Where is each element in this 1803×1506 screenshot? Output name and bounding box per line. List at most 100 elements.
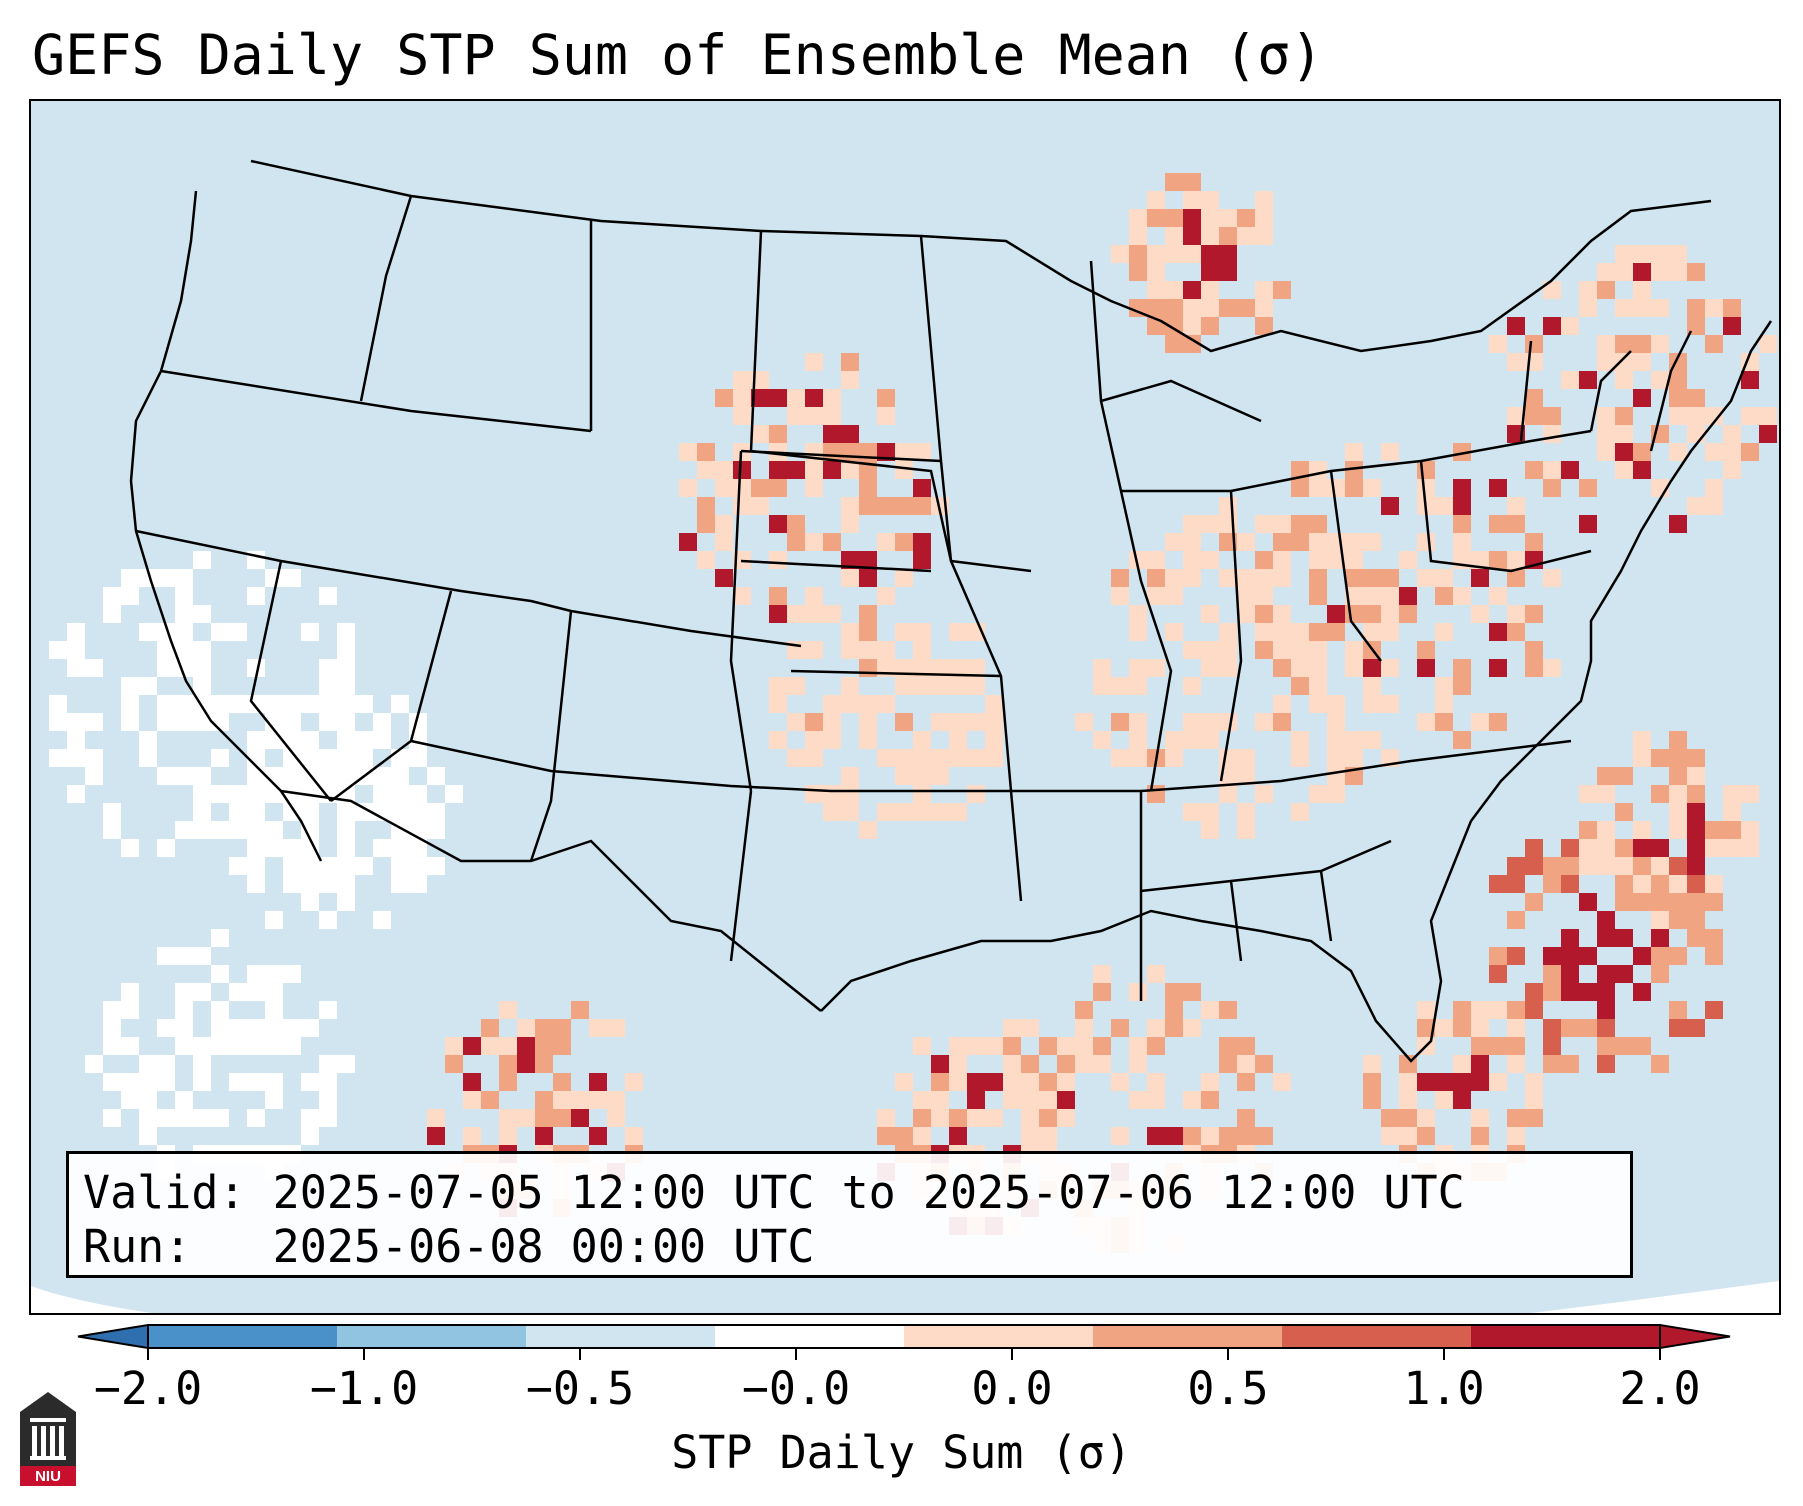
anomaly-cell: [1525, 857, 1543, 875]
anomaly-cell: [229, 803, 247, 821]
anomaly-cell: [139, 677, 157, 695]
anomaly-cell: [481, 1037, 499, 1055]
colorbar-extend-low: [77, 1323, 149, 1350]
anomaly-cell: [301, 839, 319, 857]
anomaly-cell: [913, 1037, 931, 1055]
anomaly-cell: [355, 695, 373, 713]
anomaly-cell: [1201, 515, 1219, 533]
anomaly-cell: [1237, 587, 1255, 605]
anomaly-cell: [1255, 515, 1273, 533]
anomaly-cell: [1435, 1019, 1453, 1037]
anomaly-cell: [1705, 443, 1723, 461]
anomaly-cell: [103, 1019, 121, 1037]
anomaly-cell: [319, 767, 337, 785]
anomaly-cell: [1579, 299, 1597, 317]
anomaly-cell: [931, 803, 949, 821]
anomaly-cell: [1687, 857, 1705, 875]
anomaly-cell: [1309, 785, 1327, 803]
anomaly-cell: [877, 695, 895, 713]
anomaly-cell: [949, 1037, 967, 1055]
anomaly-cell: [121, 983, 139, 1001]
anomaly-cell: [1093, 1055, 1111, 1073]
anomaly-cell: [499, 1073, 517, 1091]
anomaly-cell: [1579, 857, 1597, 875]
anomaly-cell: [1543, 1037, 1561, 1055]
anomaly-cell: [193, 947, 211, 965]
anomaly-cell: [319, 857, 337, 875]
anomaly-cell: [1057, 1109, 1075, 1127]
anomaly-cell: [337, 713, 355, 731]
anomaly-cell: [1327, 713, 1345, 731]
anomaly-cell: [1273, 533, 1291, 551]
anomaly-cell: [859, 569, 877, 587]
anomaly-cell: [1291, 623, 1309, 641]
anomaly-cell: [1237, 767, 1255, 785]
anomaly-cell: [1453, 533, 1471, 551]
anomaly-cell: [913, 497, 931, 515]
anomaly-cell: [1129, 623, 1147, 641]
anomaly-cell: [1021, 1127, 1039, 1145]
anomaly-cell: [913, 785, 931, 803]
anomaly-cell: [265, 713, 283, 731]
anomaly-cell: [1219, 569, 1237, 587]
anomaly-cell: [1723, 443, 1741, 461]
anomaly-cell: [1651, 911, 1669, 929]
anomaly-cell: [283, 1019, 301, 1037]
anomaly-cell: [1435, 713, 1453, 731]
anomaly-cell: [211, 1019, 229, 1037]
anomaly-cell: [1741, 821, 1759, 839]
anomaly-cell: [1363, 731, 1381, 749]
anomaly-cell: [679, 479, 697, 497]
anomaly-cell: [301, 1073, 319, 1091]
anomaly-cell: [787, 407, 805, 425]
colorbar-tick-label: 0.5: [1187, 1362, 1269, 1415]
anomaly-cell: [1381, 497, 1399, 515]
anomaly-cell: [1255, 299, 1273, 317]
anomaly-cell: [931, 1109, 949, 1127]
anomaly-cell: [1201, 263, 1219, 281]
anomaly-cell: [1615, 857, 1633, 875]
anomaly-cell: [1147, 299, 1165, 317]
anomaly-cell: [1273, 695, 1291, 713]
anomaly-cell: [1561, 857, 1579, 875]
anomaly-cell: [1255, 551, 1273, 569]
anomaly-cell: [1741, 407, 1759, 425]
anomaly-cell: [769, 515, 787, 533]
anomaly-cell: [1129, 983, 1147, 1001]
anomaly-cell: [1165, 245, 1183, 263]
anomaly-cell: [1633, 299, 1651, 317]
anomaly-cell: [1291, 731, 1309, 749]
anomaly-cell: [337, 857, 355, 875]
anomaly-cell: [301, 1109, 319, 1127]
anomaly-cell: [535, 1127, 553, 1145]
anomaly-cell: [409, 839, 427, 857]
anomaly-cell: [1669, 371, 1687, 389]
anomaly-cell: [49, 749, 67, 767]
anomaly-cell: [103, 821, 121, 839]
colorbar-segment: [526, 1325, 716, 1348]
anomaly-cell: [175, 605, 193, 623]
anomaly-cell: [103, 605, 121, 623]
anomaly-cell: [1489, 1001, 1507, 1019]
anomaly-cell: [211, 821, 229, 839]
anomaly-cell: [175, 1019, 193, 1037]
anomaly-cell: [1255, 1127, 1273, 1145]
anomaly-cell: [913, 479, 931, 497]
anomaly-cell: [769, 695, 787, 713]
anomaly-cell: [1219, 641, 1237, 659]
anomaly-cell: [337, 893, 355, 911]
anomaly-cell: [1147, 1091, 1165, 1109]
anomaly-cell: [1165, 533, 1183, 551]
anomaly-cell: [1687, 317, 1705, 335]
anomaly-cell: [913, 551, 931, 569]
anomaly-cell: [1471, 1055, 1489, 1073]
anomaly-cell: [1471, 1073, 1489, 1091]
anomaly-cell: [1705, 821, 1723, 839]
anomaly-cell: [1093, 1037, 1111, 1055]
anomaly-cell: [1219, 299, 1237, 317]
anomaly-cell: [949, 1127, 967, 1145]
anomaly-cell: [1129, 227, 1147, 245]
anomaly-cell: [1543, 479, 1561, 497]
anomaly-cell: [1021, 1091, 1039, 1109]
anomaly-cell: [1723, 317, 1741, 335]
